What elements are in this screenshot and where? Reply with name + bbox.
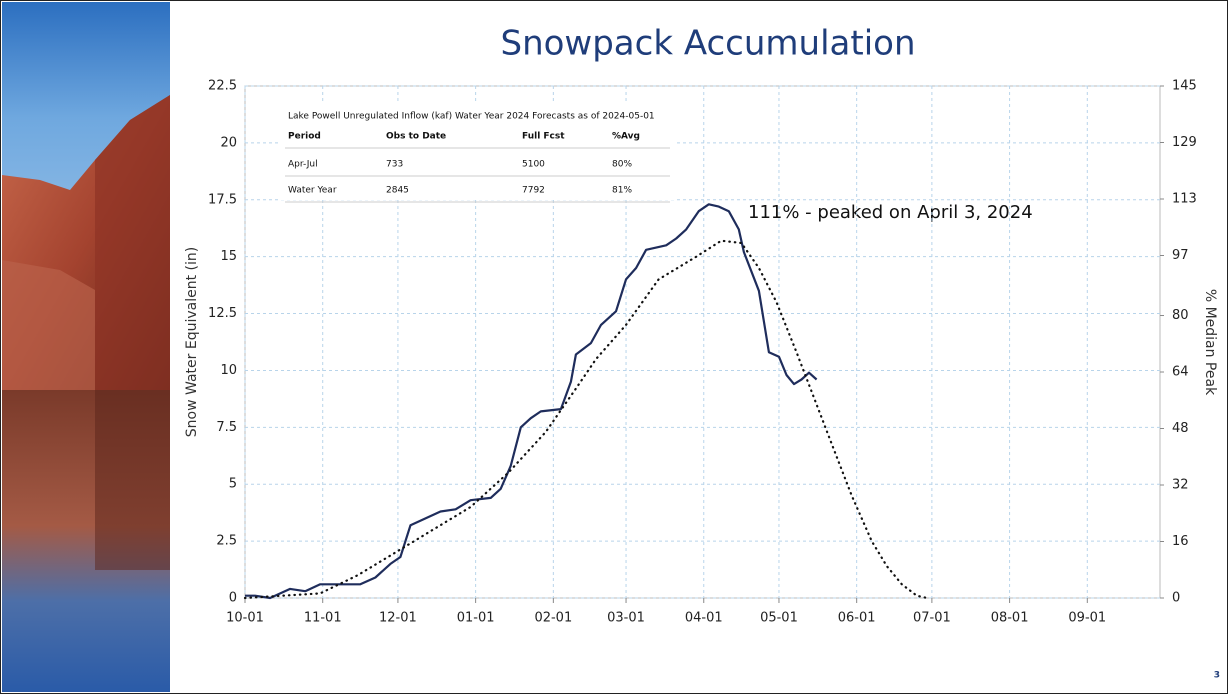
table-cell: Water Year [288, 186, 337, 196]
table-cell: 81% [612, 186, 632, 196]
x-tick-label: 02-01 [534, 611, 572, 626]
y2-tick-label: 16 [1172, 534, 1189, 549]
table-header: Obs to Date [386, 132, 446, 142]
y2-tick-label: 80 [1172, 308, 1189, 323]
table-bg [280, 104, 675, 200]
chart-title: Snowpack Accumulation [500, 24, 915, 64]
y-tick-label: 0 [229, 591, 237, 606]
x-tick-label: 03-01 [607, 611, 645, 626]
x-tick-label: 11-01 [304, 611, 342, 626]
x-tick-label: 05-01 [760, 611, 798, 626]
y2-tick-label: 32 [1172, 478, 1189, 493]
y2-tick-label: 0 [1172, 591, 1180, 606]
y-axis-label: Snow Water Equivalent (in) [184, 247, 200, 437]
page-number: 3 [1214, 671, 1220, 681]
x-tick-label: 09-01 [1068, 611, 1106, 626]
y2-axis-label: % Median Peak [1202, 289, 1218, 396]
series-line [245, 203, 818, 600]
table-cell: 733 [386, 160, 403, 170]
table-header: Full Fcst [522, 132, 565, 142]
table-header: %Avg [612, 132, 640, 142]
y-tick-label: 10 [220, 363, 237, 378]
photo [2, 2, 170, 692]
x-tick-label: 10-01 [226, 611, 264, 626]
table-cell: 5100 [522, 160, 545, 170]
y2-tick-label: 64 [1172, 365, 1189, 380]
x-tick-label: 01-01 [457, 611, 495, 626]
y2-tick-label: 113 [1172, 191, 1197, 206]
table-header: Period [288, 132, 321, 142]
x-tick-label: 12-01 [379, 611, 417, 626]
y-tick-label: 22.5 [208, 79, 237, 94]
y-tick-label: 12.5 [208, 306, 237, 321]
table-cell: 2845 [386, 186, 409, 196]
x-tick-label: 08-01 [991, 611, 1029, 626]
table-cell: 80% [612, 160, 632, 170]
y-tick-label: 2.5 [216, 534, 237, 549]
y2-tick-label: 97 [1172, 248, 1189, 263]
table-title: Lake Powell Unregulated Inflow (kaf) Wat… [288, 112, 655, 122]
y-tick-label: 7.5 [216, 420, 237, 435]
table-cell: 7792 [522, 186, 545, 196]
x-tick-label: 07-01 [913, 611, 951, 626]
y-tick-label: 15 [220, 249, 237, 264]
y-tick-label: 20 [220, 135, 237, 150]
x-tick-label: 04-01 [685, 611, 723, 626]
annotation: 111% - peaked on April 3, 2024 [748, 202, 1033, 223]
y2-tick-label: 129 [1172, 135, 1197, 150]
x-tick-label: 06-01 [838, 611, 876, 626]
y-tick-label: 17.5 [208, 192, 237, 207]
y2-tick-label: 145 [1172, 79, 1197, 94]
y-tick-label: 5 [229, 477, 237, 492]
table-cell: Apr-Jul [288, 160, 318, 170]
y2-tick-label: 48 [1172, 421, 1189, 436]
series-line [243, 239, 928, 600]
